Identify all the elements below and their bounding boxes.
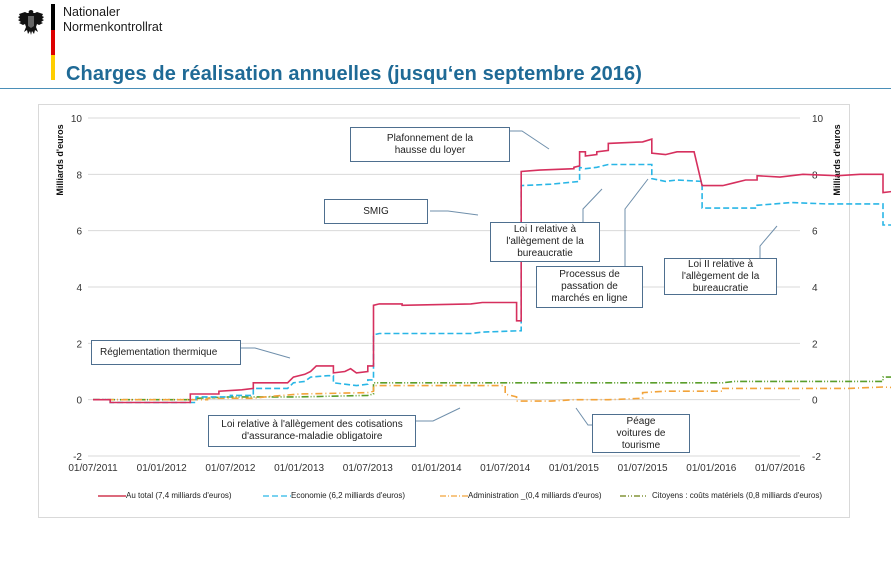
annotation-car-toll: Péage voitures de tourisme: [592, 414, 690, 453]
x-tick-label: 01/01/2014: [411, 463, 461, 474]
y-tick-label: 10: [71, 114, 83, 125]
annotation-leader-line: [759, 225, 778, 258]
y-axis-left-ticks: -2 0 2 4 6 8 10: [71, 114, 83, 463]
title-divider: [0, 88, 891, 89]
legend-item-economy: Economie (6,2 milliards d'euros): [263, 491, 405, 500]
y-axis-right-ticks: -2 0 2 4 6 8 10: [812, 114, 824, 463]
legend-item-administration: Administration _(0,4 milliards d'euros): [440, 491, 602, 500]
annotation-leader-line: [416, 407, 461, 422]
legend-label: Au total (7,4 milliards d'euros): [126, 491, 232, 500]
annotation-text: voitures de: [616, 427, 666, 439]
annotation-bureaucracy-relief-law-2: Loi II relative à l'allègement de la burea…: [664, 258, 777, 295]
legend-swatch-total: [98, 494, 126, 497]
annotation-leader-line: [582, 188, 603, 222]
annotation-text: l'allègement de la: [506, 236, 584, 247]
y-axis-label-left: Milliards d'euros: [55, 124, 65, 195]
x-axis-ticks: 01/07/2011 01/01/2012 01/07/2012 01/01/2013…: [68, 463, 805, 474]
legend-label: Citoyens : coûts matériels (0,8 milliard…: [652, 491, 823, 500]
legend-label: Administration _(0,4 milliards d'euros): [468, 491, 602, 500]
legend-label: Economie (6,2 milliards d'euros): [291, 491, 406, 500]
annotation-e-procurement: Processus de passation de marchés en ligne: [536, 266, 643, 308]
y-tick-label: 8: [76, 170, 82, 181]
annotation-text: Processus de: [559, 269, 620, 280]
x-tick-label: 01/07/2013: [343, 463, 393, 474]
series-line-2: [93, 384, 891, 402]
x-tick-label: 01/01/2013: [274, 463, 324, 474]
annotation-health-insurance-law: Loi relative à l'allègement des cotisati…: [208, 415, 416, 447]
legend-swatch-citizens: [620, 494, 648, 497]
annotation-text: SMIG: [363, 205, 389, 217]
annotation-text: Loi II relative à: [687, 258, 754, 270]
y-tick-label-right: -2: [812, 452, 821, 463]
annotation-minimum-wage: SMIG: [324, 199, 428, 224]
x-tick-label: 01/01/2015: [549, 463, 599, 474]
y-tick-label-right: 10: [812, 114, 824, 125]
org-name-line2: Normenkontrollrat: [63, 20, 163, 34]
y-tick-label: 4: [76, 283, 82, 294]
annotation-text: tourisme: [621, 439, 661, 451]
annotation-text: Réglementation thermique: [100, 346, 218, 358]
annotation-text: d'assurance-maladie obligatoire: [241, 431, 383, 442]
legend-swatch-administration: [440, 494, 468, 497]
annotation-text: marchés en ligne: [551, 293, 628, 304]
y-tick-label: -2: [73, 452, 82, 463]
organization-name: Nationaler Normenkontrollrat: [63, 5, 162, 35]
annotation-text: bureaucratie: [517, 248, 573, 259]
x-tick-label: 01/07/2012: [205, 463, 255, 474]
chart-frame: [38, 104, 850, 518]
y-tick-label: 0: [76, 396, 82, 407]
y-tick-label-right: 8: [812, 170, 818, 181]
page-title: Charges de réalisation annuelles (jusqu‘…: [66, 63, 642, 85]
x-tick-label: 01/01/2016: [686, 463, 736, 474]
annotation-text: l'allègement de la: [681, 270, 760, 282]
annotation-text: hausse du loyer: [394, 144, 466, 156]
y-tick-label: 2: [76, 339, 82, 350]
x-tick-label: 01/07/2011: [68, 463, 118, 474]
annotation-rent-cap: Plafonnement de la hausse du loyer: [350, 127, 510, 162]
legend-item-citizens: Citoyens : coûts matériels (0,8 milliard…: [620, 491, 822, 500]
annotation-text: bureaucratie: [692, 282, 749, 294]
x-tick-label: 01/07/2015: [618, 463, 668, 474]
annotation-text: Loi relative à l'allègement des cotisati…: [221, 419, 403, 430]
y-tick-label-right: 4: [812, 283, 818, 294]
y-tick-label-right: 2: [812, 339, 818, 350]
annotation-leader-line: [510, 130, 550, 150]
annotation-leader-line: [241, 347, 291, 359]
series-line-1: [93, 163, 891, 404]
legend-swatch-economy: [263, 494, 291, 497]
legend-item-total: Au total (7,4 milliards d'euros): [98, 491, 232, 500]
y-tick-label: 6: [76, 227, 82, 238]
annotation-leader-line: [575, 407, 592, 426]
org-name-line1: Nationaler: [63, 5, 120, 19]
annotation-energy-regulation: Réglementation thermique: [91, 340, 241, 365]
y-tick-label-right: 6: [812, 227, 818, 238]
annotation-leader-line: [624, 178, 649, 266]
federal-eagle-icon: [18, 10, 44, 35]
annotation-text: Péage: [626, 415, 656, 427]
x-tick-label: 01/07/2014: [480, 463, 530, 474]
y-axis-label-right: Milliards d'euros: [832, 124, 842, 195]
annotation-leader-lines: [241, 130, 778, 426]
annotation-text: Plafonnement de la: [386, 132, 474, 144]
annotation-text: passation de: [561, 281, 618, 292]
annotation-bureaucracy-relief-law-1: Loi I relative à l'allègement de la bureau…: [490, 222, 600, 262]
german-flag-bar: [51, 4, 55, 80]
x-tick-label: 01/01/2012: [137, 463, 187, 474]
annotation-leader-line: [430, 210, 479, 216]
x-tick-label: 01/07/2016: [755, 463, 805, 474]
annotation-text: Loi I relative à: [513, 224, 577, 235]
y-tick-label-right: 0: [812, 396, 818, 407]
